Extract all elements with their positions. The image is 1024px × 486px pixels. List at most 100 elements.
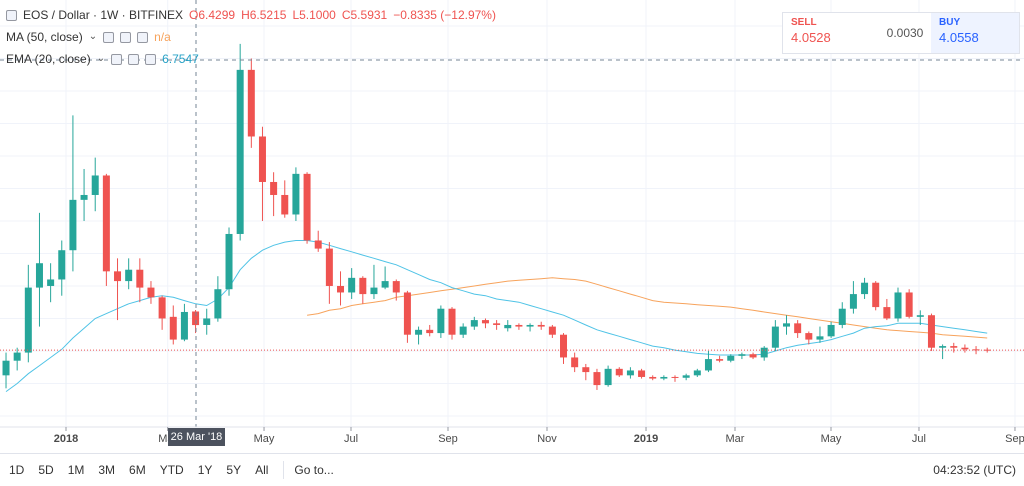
candle-body	[415, 329, 423, 335]
candle-body	[638, 370, 646, 377]
indicator-line	[307, 277, 988, 339]
range-button[interactable]: All	[255, 463, 269, 477]
candle-body	[470, 320, 478, 327]
range-button[interactable]: 1M	[67, 463, 85, 477]
buy-button[interactable]: BUY 4.0558	[931, 13, 1019, 53]
candle-body	[169, 316, 177, 340]
toolbar: 1D 5D 1M 3M 6M YTD 1Y 5Y All Go to... 04:23:52 (…	[0, 453, 1024, 486]
candle-body	[760, 347, 768, 358]
range-button[interactable]: 5D	[38, 463, 54, 477]
eye-icon[interactable]	[103, 31, 115, 43]
candle-body	[203, 318, 211, 325]
candle-body	[649, 376, 657, 379]
candle-body	[35, 263, 43, 288]
x-tick-label: Jul	[912, 433, 926, 445]
range-button[interactable]: 5Y	[226, 463, 242, 477]
candle-body	[905, 292, 913, 317]
candle-body	[448, 308, 456, 335]
sell-price: 4.0528	[791, 30, 831, 45]
candle-body	[102, 175, 110, 272]
candle-body	[894, 292, 902, 319]
settings-icon[interactable]	[128, 53, 140, 65]
separator	[283, 461, 285, 479]
candle-body	[303, 173, 311, 241]
ohlc-close: C5.5931	[341, 8, 388, 22]
candle-body	[827, 324, 835, 337]
chart: 2018MarMayJulSepNov2019MarMayJulSep	[0, 0, 1024, 445]
candle-body	[114, 271, 122, 282]
ohlc-low: L5.1000	[292, 8, 336, 22]
buy-label: BUY	[939, 17, 961, 28]
range-button[interactable]: 3M	[98, 463, 116, 477]
candle-body	[816, 336, 824, 340]
candle-body	[91, 175, 99, 195]
remove-icon[interactable]	[137, 31, 149, 43]
candle-body	[783, 323, 791, 327]
candle-body	[337, 285, 345, 293]
caret-icon[interactable]: ⌄	[96, 53, 106, 64]
candle-body	[916, 315, 924, 317]
range-button[interactable]: YTD	[159, 463, 184, 477]
candle-body	[939, 346, 947, 348]
eye-icon[interactable]	[111, 53, 123, 65]
symbol: EOS / Dollar · 1W · BITFINEX	[23, 8, 184, 22]
x-tick-label: Sep	[1005, 433, 1024, 445]
sell-button[interactable]: SELL 4.0528	[783, 13, 879, 53]
candle-body	[192, 311, 200, 326]
range-button[interactable]: 1Y	[197, 463, 213, 477]
ohlc-change: −0.8335 (−12.97%)	[393, 8, 496, 22]
trade-panel: SELL 4.0528 0.0030 BUY 4.0558	[782, 12, 1020, 54]
candle-body	[80, 194, 88, 200]
sell-label: SELL	[791, 17, 817, 28]
candle-body	[459, 326, 467, 335]
indicator-value: n/a	[154, 30, 171, 44]
range-button[interactable]: 6M	[129, 463, 146, 477]
indicator-line	[5, 240, 988, 393]
candle-body	[716, 359, 724, 361]
candle-body	[325, 248, 333, 286]
spread: 0.0030	[886, 26, 924, 40]
candle-body	[771, 326, 779, 348]
x-tick-label: 2018	[54, 433, 78, 445]
candle-body	[24, 287, 32, 353]
candle-body	[258, 136, 266, 182]
clock: 04:23:52 (UTC)	[933, 463, 1016, 477]
collapse-icon[interactable]	[6, 9, 17, 21]
candle-body	[426, 329, 434, 334]
legend: EOS / Dollar · 1W · BITFINEX O6.4299 H6.…	[6, 4, 496, 70]
goto-button[interactable]: Go to...	[294, 463, 334, 477]
x-tick-label: Nov	[537, 433, 557, 445]
candle-body	[526, 324, 534, 327]
candle-body	[292, 173, 300, 215]
indicator-value: 6.7547	[162, 52, 199, 66]
candle-body	[805, 333, 813, 340]
candle-body	[69, 199, 77, 251]
candle-body	[671, 376, 679, 378]
x-tick-label: May	[254, 433, 275, 445]
candle-body	[548, 326, 556, 335]
range-button[interactable]: 1D	[9, 463, 25, 477]
candle-body	[660, 376, 668, 379]
candle-body	[615, 368, 623, 376]
candle-body	[392, 281, 400, 293]
candle-body	[515, 324, 523, 327]
candle-body	[738, 354, 746, 356]
candle-body	[180, 311, 188, 340]
candle-body	[727, 355, 735, 361]
candle-body	[582, 367, 590, 373]
candle-body	[158, 297, 166, 319]
candle-body	[593, 372, 601, 386]
x-tick-label: Mar	[726, 433, 745, 445]
indicator-name: MA (50, close)	[6, 30, 83, 44]
candle-body	[794, 323, 802, 334]
candle-body	[972, 349, 980, 351]
remove-icon[interactable]	[145, 53, 157, 65]
symbol-row: EOS / Dollar · 1W · BITFINEX O6.4299 H6.…	[6, 4, 496, 26]
candle-body	[927, 315, 935, 348]
candle-body	[281, 194, 289, 215]
candle-body	[571, 357, 579, 368]
settings-icon[interactable]	[120, 31, 132, 43]
caret-icon[interactable]: ⌄	[88, 31, 98, 42]
candle-body	[58, 250, 66, 280]
